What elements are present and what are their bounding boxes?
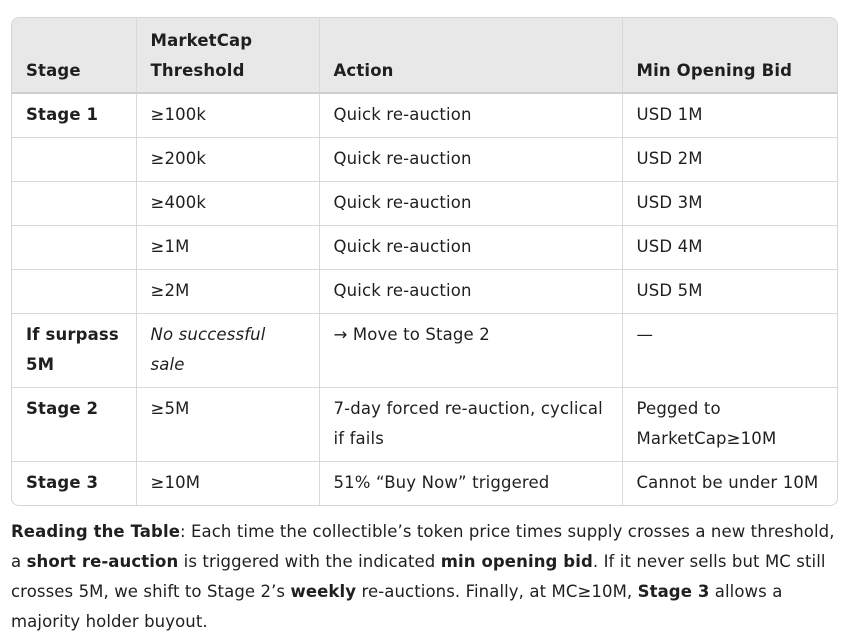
note-text: : Each time the collectible’s token pric… <box>11 522 835 571</box>
cell-stage: Stage 1 <box>12 93 137 138</box>
note-bold-short-reauction: short re-auction <box>26 552 179 571</box>
cell-action: Quick re-auction <box>319 269 623 314</box>
table-header-row: Stage MarketCap Threshold Action Min Ope… <box>12 18 837 94</box>
cell-action: Quick re-auction <box>319 225 623 270</box>
cell-threshold: ≥2M <box>136 269 320 314</box>
cell-min-bid: USD 5M <box>622 269 837 314</box>
cell-action: Quick re-auction <box>319 181 623 226</box>
cell-min-bid: USD 1M <box>622 93 837 138</box>
cell-action: Quick re-auction <box>319 93 623 138</box>
cell-min-bid: USD 3M <box>622 181 837 226</box>
cell-min-bid: USD 4M <box>622 225 837 270</box>
cell-threshold: ≥10M <box>136 461 320 505</box>
table-row: ≥400k Quick re-auction USD 3M <box>12 181 837 226</box>
cell-stage <box>12 137 137 182</box>
note-text: re-auctions. Finally, at MC≥10M, <box>356 582 638 601</box>
table-row: ≥2M Quick re-auction USD 5M <box>12 269 837 314</box>
note-bold-min-opening-bid: min opening bid <box>440 552 593 571</box>
cell-action: 51% “Buy Now” triggered <box>319 461 623 505</box>
header-min-opening-bid: Min Opening Bid <box>622 18 837 94</box>
cell-min-bid: Pegged to MarketCap≥10M <box>622 387 837 462</box>
cell-threshold: ≥200k <box>136 137 320 182</box>
cell-min-bid: — <box>622 313 837 388</box>
header-stage: Stage <box>12 18 137 94</box>
cell-stage <box>12 269 137 314</box>
cell-threshold: ≥100k <box>136 93 320 138</box>
cell-stage: Stage 2 <box>12 387 137 462</box>
table-row: If surpass 5M No successful sale → Move … <box>12 313 837 388</box>
cell-stage: Stage 3 <box>12 461 137 505</box>
cell-threshold: ≥400k <box>136 181 320 226</box>
table-row: Stage 3 ≥10M 51% “Buy Now” triggered Can… <box>12 461 837 505</box>
cell-stage <box>12 225 137 270</box>
note-text: . If it never sells but MC still crosses… <box>11 552 826 601</box>
cell-action: → Move to Stage 2 <box>319 313 623 388</box>
note-bold-stage-3: Stage 3 <box>637 582 710 601</box>
stage-table: Stage MarketCap Threshold Action Min Ope… <box>12 18 837 505</box>
note-text: allows a majority holder buyout. <box>11 582 783 631</box>
table-row: ≥1M Quick re-auction USD 4M <box>12 225 837 270</box>
header-action: Action <box>319 18 623 94</box>
header-marketcap-threshold: MarketCap Threshold <box>136 18 320 94</box>
stage-table-container: Stage MarketCap Threshold Action Min Ope… <box>11 17 838 506</box>
table-row: Stage 1 ≥100k Quick re-auction USD 1M <box>12 93 837 138</box>
cell-threshold: ≥5M <box>136 387 320 462</box>
cell-stage: If surpass 5M <box>12 313 137 388</box>
table-row: Stage 2 ≥5M 7-day forced re-auction, cyc… <box>12 387 837 462</box>
cell-threshold: No successful sale <box>136 313 320 388</box>
cell-min-bid: USD 2M <box>622 137 837 182</box>
table-row: ≥200k Quick re-auction USD 2M <box>12 137 837 182</box>
note-text: is triggered with the indicated <box>178 552 441 571</box>
cell-action: Quick re-auction <box>319 137 623 182</box>
cell-threshold: ≥1M <box>136 225 320 270</box>
cell-min-bid: Cannot be under 10M <box>636 473 819 492</box>
note-lead: Reading the Table <box>11 522 180 541</box>
note-bold-weekly: weekly <box>290 582 357 601</box>
cell-stage <box>12 181 137 226</box>
cell-action: 7-day forced re-auction, cyclical if fai… <box>319 387 623 462</box>
reading-note: Reading the Table: Each time the collect… <box>11 517 841 637</box>
